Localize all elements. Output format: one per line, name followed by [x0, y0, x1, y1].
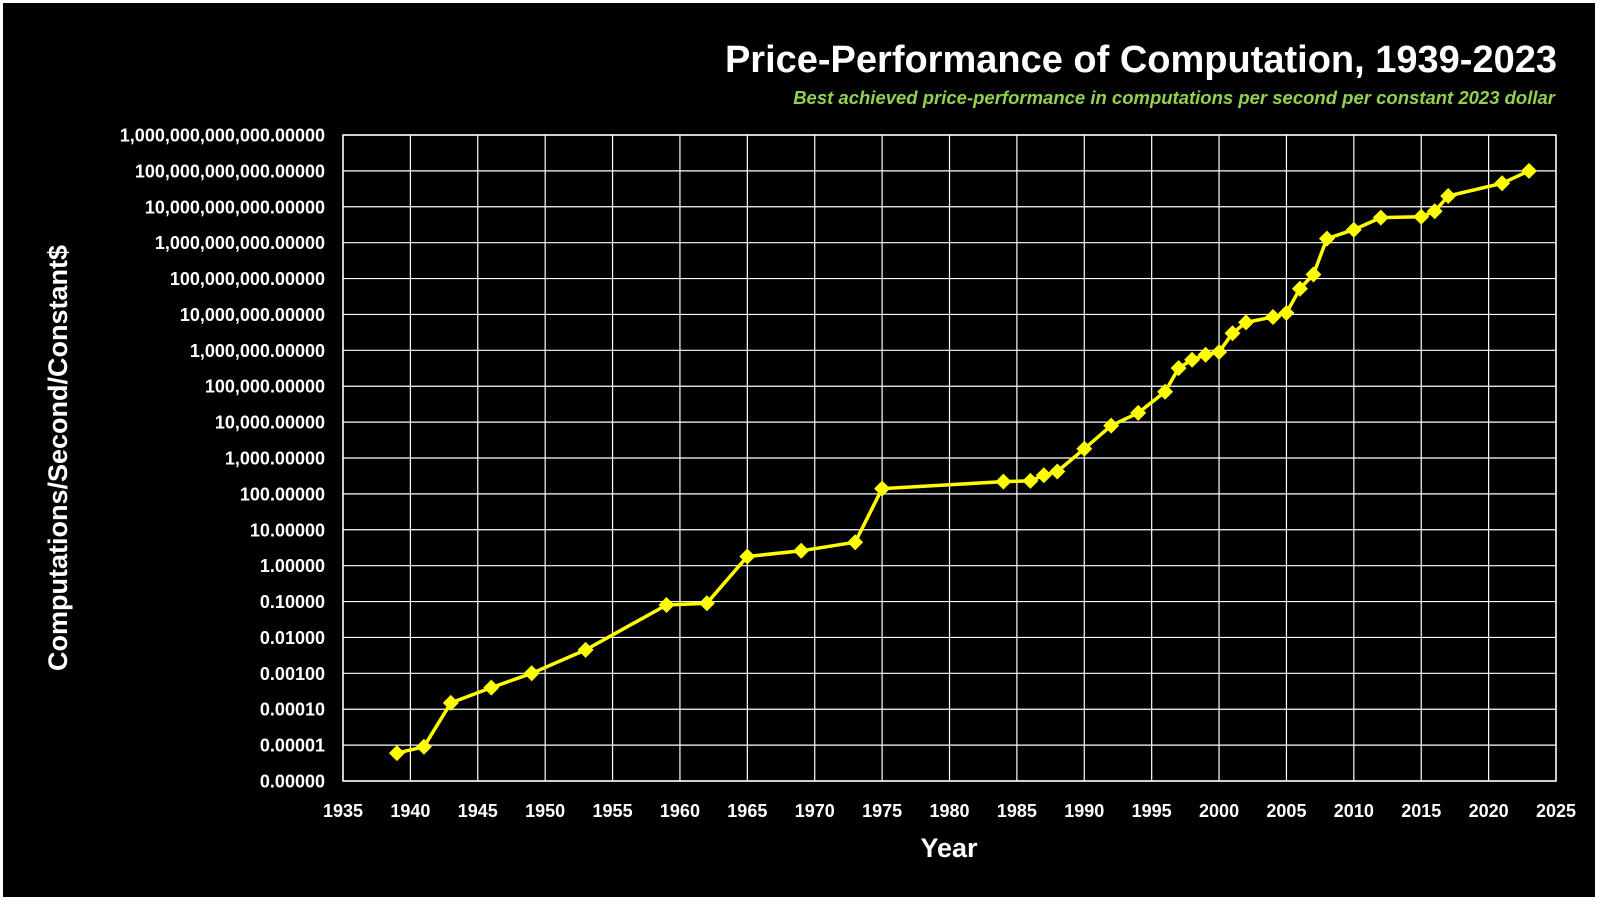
- x-tick-label: 2025: [1536, 801, 1576, 821]
- data-point-1946: [483, 679, 500, 696]
- y-tick-label: 100.00000: [240, 484, 325, 504]
- x-tick-label: 1980: [929, 801, 969, 821]
- y-tick-label: 1,000,000,000.00000: [155, 233, 325, 253]
- y-tick-label: 0.00100: [260, 664, 325, 684]
- x-tick-label: 1960: [660, 801, 700, 821]
- y-tick-label: 100,000,000,000.00000: [135, 161, 325, 181]
- data-point-1939: [388, 745, 405, 762]
- x-tick-label: 1940: [390, 801, 430, 821]
- x-tick-label: 2020: [1469, 801, 1509, 821]
- data-point-1984: [995, 473, 1012, 490]
- x-tick-label: 1955: [593, 801, 633, 821]
- data-point-1988: [1049, 463, 1066, 480]
- data-point-2000: [1211, 344, 1228, 360]
- x-tick-label: 2015: [1401, 801, 1441, 821]
- x-tick-label: 1945: [458, 801, 498, 821]
- data-point-2005: [1278, 305, 1295, 321]
- x-tick-label: 1935: [323, 801, 363, 821]
- x-tick-label: 1965: [727, 801, 767, 821]
- data-point-2002: [1238, 314, 1254, 331]
- y-tick-label: 10,000.00000: [215, 413, 325, 433]
- data-point-2021: [1494, 175, 1511, 192]
- y-tick-label: 1,000,000.00000: [190, 341, 325, 361]
- x-tick-label: 1950: [525, 801, 565, 821]
- data-point-1969: [793, 542, 810, 559]
- y-tick-label: 10,000,000,000.00000: [145, 197, 325, 217]
- plot-area-frame: [342, 134, 1557, 782]
- data-point-1953: [577, 641, 594, 658]
- data-point-2017: [1440, 188, 1457, 204]
- x-tick-label: 1985: [997, 801, 1037, 821]
- data-point-1943: [442, 694, 459, 711]
- data-point-2012: [1372, 209, 1389, 226]
- data-point-1990: [1076, 440, 1093, 457]
- data-point-2007: [1305, 266, 1322, 283]
- y-axis-title: Computations/Second/Constant$: [43, 245, 73, 671]
- data-point-1949: [523, 665, 540, 682]
- data-point-1999: [1197, 346, 1214, 363]
- chart-background: [3, 3, 1595, 897]
- x-tick-label: 1995: [1132, 801, 1172, 821]
- x-tick-label: 1970: [795, 801, 835, 821]
- x-axis-tick-labels: 1935 1940 1945 1950 1955 1960 1965 1970 1975 1980…: [323, 801, 1576, 821]
- x-tick-label: 1990: [1064, 801, 1104, 821]
- y-tick-label: 0.00000: [260, 772, 325, 792]
- data-point-1965: [739, 548, 756, 565]
- data-point-1998: [1184, 351, 1201, 368]
- x-axis-title: Year: [920, 833, 978, 863]
- chart-subtitle: Best achieved price-performance in compu…: [793, 87, 1557, 108]
- y-tick-label: 100,000,000.00000: [170, 269, 325, 289]
- y-tick-label: 0.00001: [260, 736, 325, 756]
- y-axis-tick-labels: 0.00000 0.00001 0.00010 0.00100 0.01000 0.100…: [120, 126, 325, 792]
- x-tick-label: 1975: [862, 801, 902, 821]
- data-point-1975: [874, 480, 891, 497]
- data-point-1962: [698, 595, 715, 612]
- data-point-1973: [847, 534, 864, 551]
- data-point-2010: [1345, 221, 1362, 238]
- y-tick-label: 1,000,000,000,000.00000: [120, 126, 325, 146]
- data-point-1996: [1157, 383, 1174, 400]
- data-point-1994: [1130, 404, 1147, 421]
- y-tick-label: 1,000.00000: [225, 449, 325, 469]
- data-point-1959: [658, 597, 675, 613]
- y-tick-label: 1.00000: [260, 556, 325, 576]
- x-tick-label: 2010: [1334, 801, 1374, 821]
- data-point-2008: [1318, 230, 1335, 247]
- data-point-1992: [1103, 417, 1120, 434]
- data-point-2006: [1291, 280, 1308, 297]
- data-point-1997: [1170, 360, 1187, 377]
- data-point-2004: [1265, 309, 1281, 325]
- data-point-2016: [1426, 203, 1443, 220]
- y-tick-label: 0.10000: [260, 592, 325, 612]
- data-point-2015: [1413, 208, 1430, 225]
- y-tick-label: 10.00000: [250, 520, 325, 540]
- y-tick-label: 10,000,000.00000: [180, 305, 325, 325]
- chart-title: Price-Performance of Computation, 1939-2…: [725, 39, 1557, 81]
- data-point-2023: [1521, 162, 1537, 179]
- data-point-1987: [1035, 467, 1052, 484]
- y-tick-label: 0.01000: [260, 628, 325, 648]
- data-point-1986: [1022, 472, 1039, 489]
- y-tick-label: 100,000.00000: [205, 377, 325, 397]
- x-tick-label: 2000: [1199, 801, 1239, 821]
- x-tick-label: 2005: [1266, 801, 1306, 821]
- series-computations-per-dollar: [388, 162, 1537, 762]
- data-point-1941: [415, 738, 432, 755]
- data-point-2001: [1224, 325, 1241, 342]
- y-tick-label: 0.00010: [260, 700, 325, 720]
